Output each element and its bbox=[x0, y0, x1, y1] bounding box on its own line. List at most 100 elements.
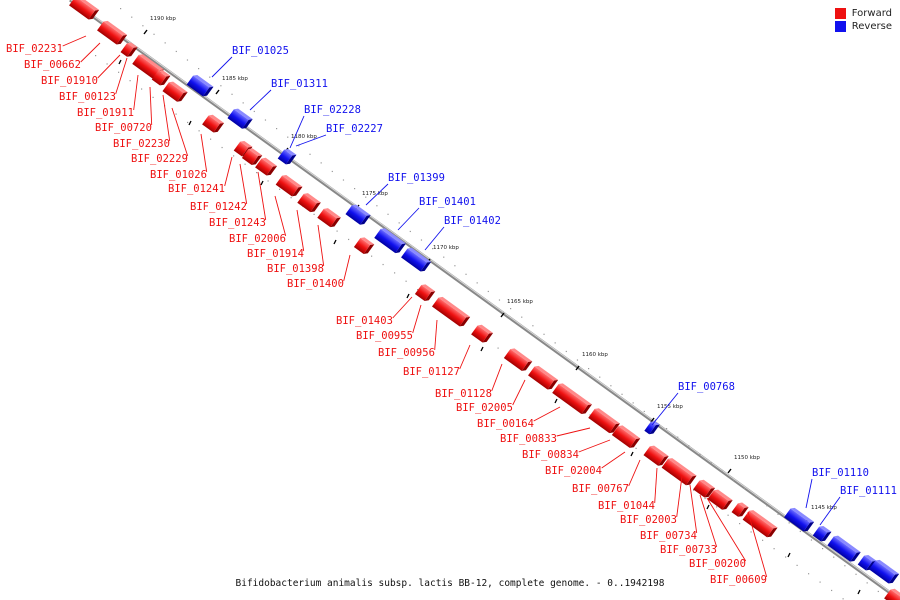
scale-dot bbox=[417, 289, 419, 291]
leader-line bbox=[211, 56, 233, 78]
gene-label: BIF_01399 bbox=[388, 172, 445, 184]
gene-front-face bbox=[241, 149, 259, 165]
gene-top-face bbox=[875, 559, 900, 575]
scale-dot bbox=[290, 197, 292, 199]
scale-dot bbox=[331, 170, 333, 173]
gene-end-face bbox=[738, 507, 749, 517]
scale-dot bbox=[621, 393, 623, 395]
leader-line bbox=[296, 209, 305, 252]
leader-line bbox=[249, 89, 272, 111]
leader-line bbox=[651, 392, 679, 426]
gene-bif-02228 bbox=[277, 148, 297, 165]
gene-block-reverse bbox=[827, 535, 861, 562]
gene-label: BIF_00734 bbox=[640, 530, 697, 542]
gene-label: BIF_01241 bbox=[168, 183, 225, 195]
gene-end-face bbox=[685, 475, 697, 486]
scale-dot bbox=[387, 213, 389, 215]
gene-label: BIF_02231 bbox=[6, 43, 63, 55]
leader-line bbox=[149, 86, 153, 126]
gene-bif-00956 bbox=[471, 324, 494, 343]
gene-end-face bbox=[242, 119, 253, 129]
forward-swatch bbox=[834, 8, 846, 19]
gene-top-face bbox=[421, 284, 436, 293]
legend-reverse: Reverse bbox=[834, 21, 892, 32]
gene-bif-00200 bbox=[731, 502, 749, 517]
scale-dot bbox=[141, 88, 143, 90]
gene-bif-01242 bbox=[241, 148, 263, 165]
kbp-tick bbox=[575, 365, 580, 371]
scale-dot bbox=[164, 42, 166, 44]
gene-end-face bbox=[159, 75, 171, 86]
scale-dot bbox=[106, 63, 108, 65]
leader-line bbox=[397, 207, 420, 231]
gene-top-face bbox=[138, 54, 164, 71]
gene-label: BIF_01025 bbox=[232, 45, 289, 57]
scale-dot bbox=[253, 110, 255, 113]
gene-bif-01311 bbox=[227, 108, 253, 129]
scale-dot bbox=[420, 239, 423, 241]
gene-end-face bbox=[88, 9, 100, 20]
gene-front-face bbox=[151, 70, 167, 86]
gene-label: BIF_01242 bbox=[190, 201, 247, 213]
scale-dot bbox=[382, 263, 384, 266]
scale-dot bbox=[521, 316, 523, 318]
gene-front-face bbox=[297, 193, 317, 213]
gene-end-face bbox=[547, 379, 559, 390]
scale-tick bbox=[118, 59, 122, 65]
leader-line bbox=[628, 459, 641, 487]
scale-dot bbox=[693, 489, 695, 491]
gene-top-face bbox=[650, 421, 660, 426]
gene-end-face bbox=[482, 332, 494, 343]
gene-front-face bbox=[707, 490, 729, 510]
scale-dot bbox=[750, 531, 752, 533]
gene-bif-01911 bbox=[151, 69, 171, 86]
kbp-label: 1185 kbp bbox=[222, 76, 248, 82]
gene-top-face bbox=[193, 75, 214, 88]
leader-line bbox=[747, 511, 768, 578]
gene-front-face bbox=[202, 115, 220, 133]
gene-front-face bbox=[552, 383, 588, 415]
leader-line bbox=[365, 183, 389, 206]
scale-dot bbox=[409, 230, 411, 233]
leader-line bbox=[97, 54, 121, 79]
gene-top-face bbox=[360, 237, 375, 246]
gene-front-face bbox=[827, 536, 857, 562]
kbp-label: 1150 kbp bbox=[734, 455, 760, 461]
scale-dot bbox=[186, 59, 189, 61]
gene-front-face bbox=[588, 408, 616, 434]
gene-end-face bbox=[803, 521, 815, 532]
gene-top-face bbox=[477, 324, 494, 334]
scale-dot bbox=[842, 598, 844, 600]
gene-label: BIF_00200 bbox=[689, 558, 746, 570]
gene-top-face bbox=[248, 148, 263, 157]
scale-dot bbox=[405, 280, 407, 282]
gene-label: BIF_00834 bbox=[522, 449, 579, 461]
gene-top-face bbox=[510, 348, 533, 362]
leader-line bbox=[239, 163, 248, 205]
scale-dot bbox=[588, 368, 590, 370]
gene-bif-01403 bbox=[414, 284, 436, 301]
leader-line bbox=[699, 494, 718, 548]
gene-end-face bbox=[330, 217, 341, 228]
kbp-tick bbox=[215, 89, 220, 95]
gene-top-face bbox=[261, 157, 278, 167]
gene-top-face bbox=[233, 108, 253, 120]
gene-front-face bbox=[731, 503, 745, 517]
gene-front-face bbox=[528, 366, 554, 390]
gene-top-face bbox=[240, 140, 253, 148]
gene-bif-01044 bbox=[661, 458, 697, 486]
scale-dot bbox=[877, 590, 879, 593]
gene-front-face bbox=[401, 248, 427, 272]
gene-end-face bbox=[177, 92, 188, 102]
scale-dot bbox=[454, 265, 456, 267]
gene-label: BIF_01044 bbox=[598, 500, 655, 512]
leader-line bbox=[689, 484, 698, 534]
gene-label: BIF_02004 bbox=[545, 465, 602, 477]
scale-dot bbox=[785, 556, 787, 558]
gene-end-face bbox=[127, 47, 138, 57]
gene-top-face bbox=[737, 502, 749, 508]
scale-dot bbox=[342, 179, 345, 181]
scale-dot bbox=[187, 121, 189, 124]
